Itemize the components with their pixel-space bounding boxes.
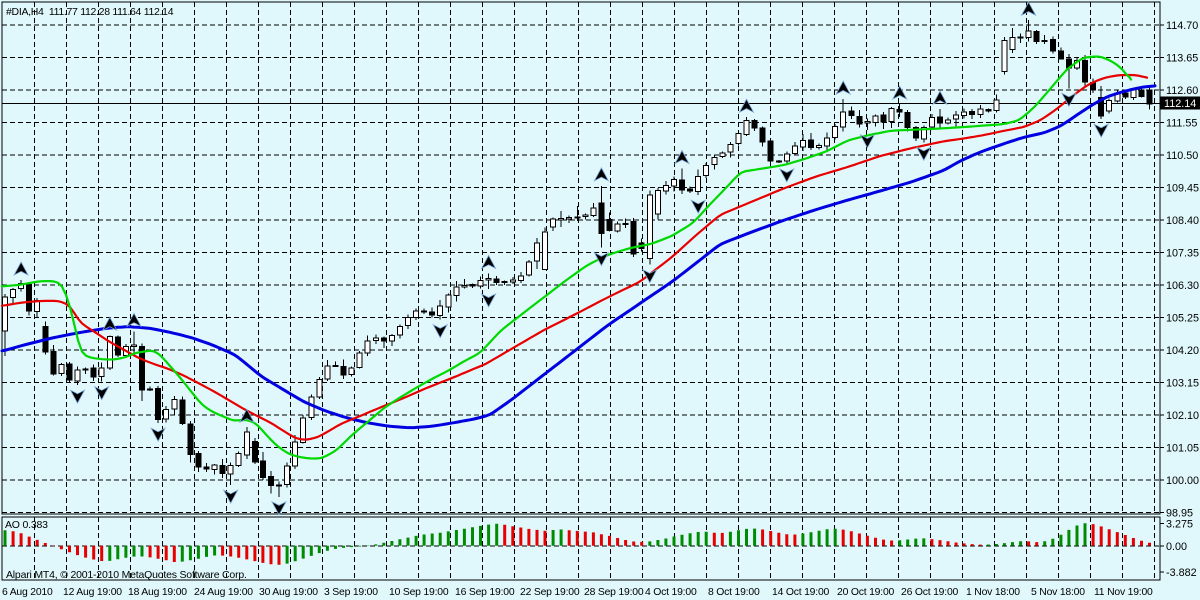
svg-text:3 Sep 19:00: 3 Sep 19:00 [324, 587, 378, 598]
svg-text:10 Sep 19:00: 10 Sep 19:00 [389, 587, 449, 598]
svg-text:109.45: 109.45 [1166, 182, 1199, 194]
svg-text:22 Sep 19:00: 22 Sep 19:00 [520, 587, 580, 598]
svg-text:112.60: 112.60 [1166, 85, 1198, 97]
svg-text:30 Aug 19:00: 30 Aug 19:00 [259, 587, 318, 598]
svg-text:102.10: 102.10 [1166, 410, 1199, 422]
svg-text:12 Aug 19:00: 12 Aug 19:00 [63, 587, 122, 598]
svg-text:105.25: 105.25 [1166, 312, 1199, 324]
svg-text:106.30: 106.30 [1166, 280, 1199, 292]
svg-text:14 Oct 19:00: 14 Oct 19:00 [772, 587, 830, 598]
svg-text:18 Aug 19:00: 18 Aug 19:00 [128, 587, 187, 598]
svg-text:111.55: 111.55 [1166, 117, 1197, 129]
svg-text:112.14: 112.14 [1164, 98, 1196, 110]
svg-text:108.40: 108.40 [1166, 215, 1199, 227]
svg-text:100.00: 100.00 [1166, 475, 1199, 487]
svg-text:3.275: 3.275 [1166, 519, 1193, 531]
svg-text:114.70: 114.70 [1166, 20, 1198, 32]
svg-text:26 Oct 19:00: 26 Oct 19:00 [901, 587, 959, 598]
svg-text:1 Nov 18:00: 1 Nov 18:00 [966, 587, 1020, 598]
svg-text:Alpari MT4, © 2001-2010 MetaQu: Alpari MT4, © 2001-2010 MetaQuotes Softw… [6, 569, 247, 581]
svg-text:16 Sep 19:00: 16 Sep 19:00 [455, 587, 515, 598]
svg-text:28 Sep 19:00: 28 Sep 19:00 [584, 587, 644, 598]
svg-text:104.20: 104.20 [1166, 345, 1199, 357]
svg-text:AO 0.383: AO 0.383 [5, 519, 48, 531]
svg-text:-3.882: -3.882 [1166, 567, 1197, 579]
svg-text:0.00: 0.00 [1166, 541, 1187, 553]
svg-text:110.50: 110.50 [1166, 150, 1198, 162]
svg-text:5 Nov 18:00: 5 Nov 18:00 [1031, 587, 1085, 598]
svg-text:11 Nov 19:00: 11 Nov 19:00 [1094, 587, 1153, 598]
svg-text:98.95: 98.95 [1166, 507, 1193, 519]
svg-text:107.35: 107.35 [1166, 247, 1199, 259]
svg-text:113.65: 113.65 [1166, 52, 1198, 64]
svg-text:20 Oct 19:00: 20 Oct 19:00 [837, 587, 895, 598]
svg-text:4 Oct 19:00: 4 Oct 19:00 [645, 587, 697, 598]
svg-text:103.15: 103.15 [1166, 377, 1199, 389]
svg-text:24 Aug 19:00: 24 Aug 19:00 [194, 587, 253, 598]
svg-text:#DIA,H4 111.77 112.28 111.64: #DIA,H4 111.77 112.28 111.64 112.14 [6, 6, 174, 18]
svg-text:8 Oct 19:00: 8 Oct 19:00 [708, 587, 760, 598]
svg-text:6 Aug 2010: 6 Aug 2010 [2, 587, 53, 598]
svg-text:101.05: 101.05 [1166, 442, 1199, 454]
